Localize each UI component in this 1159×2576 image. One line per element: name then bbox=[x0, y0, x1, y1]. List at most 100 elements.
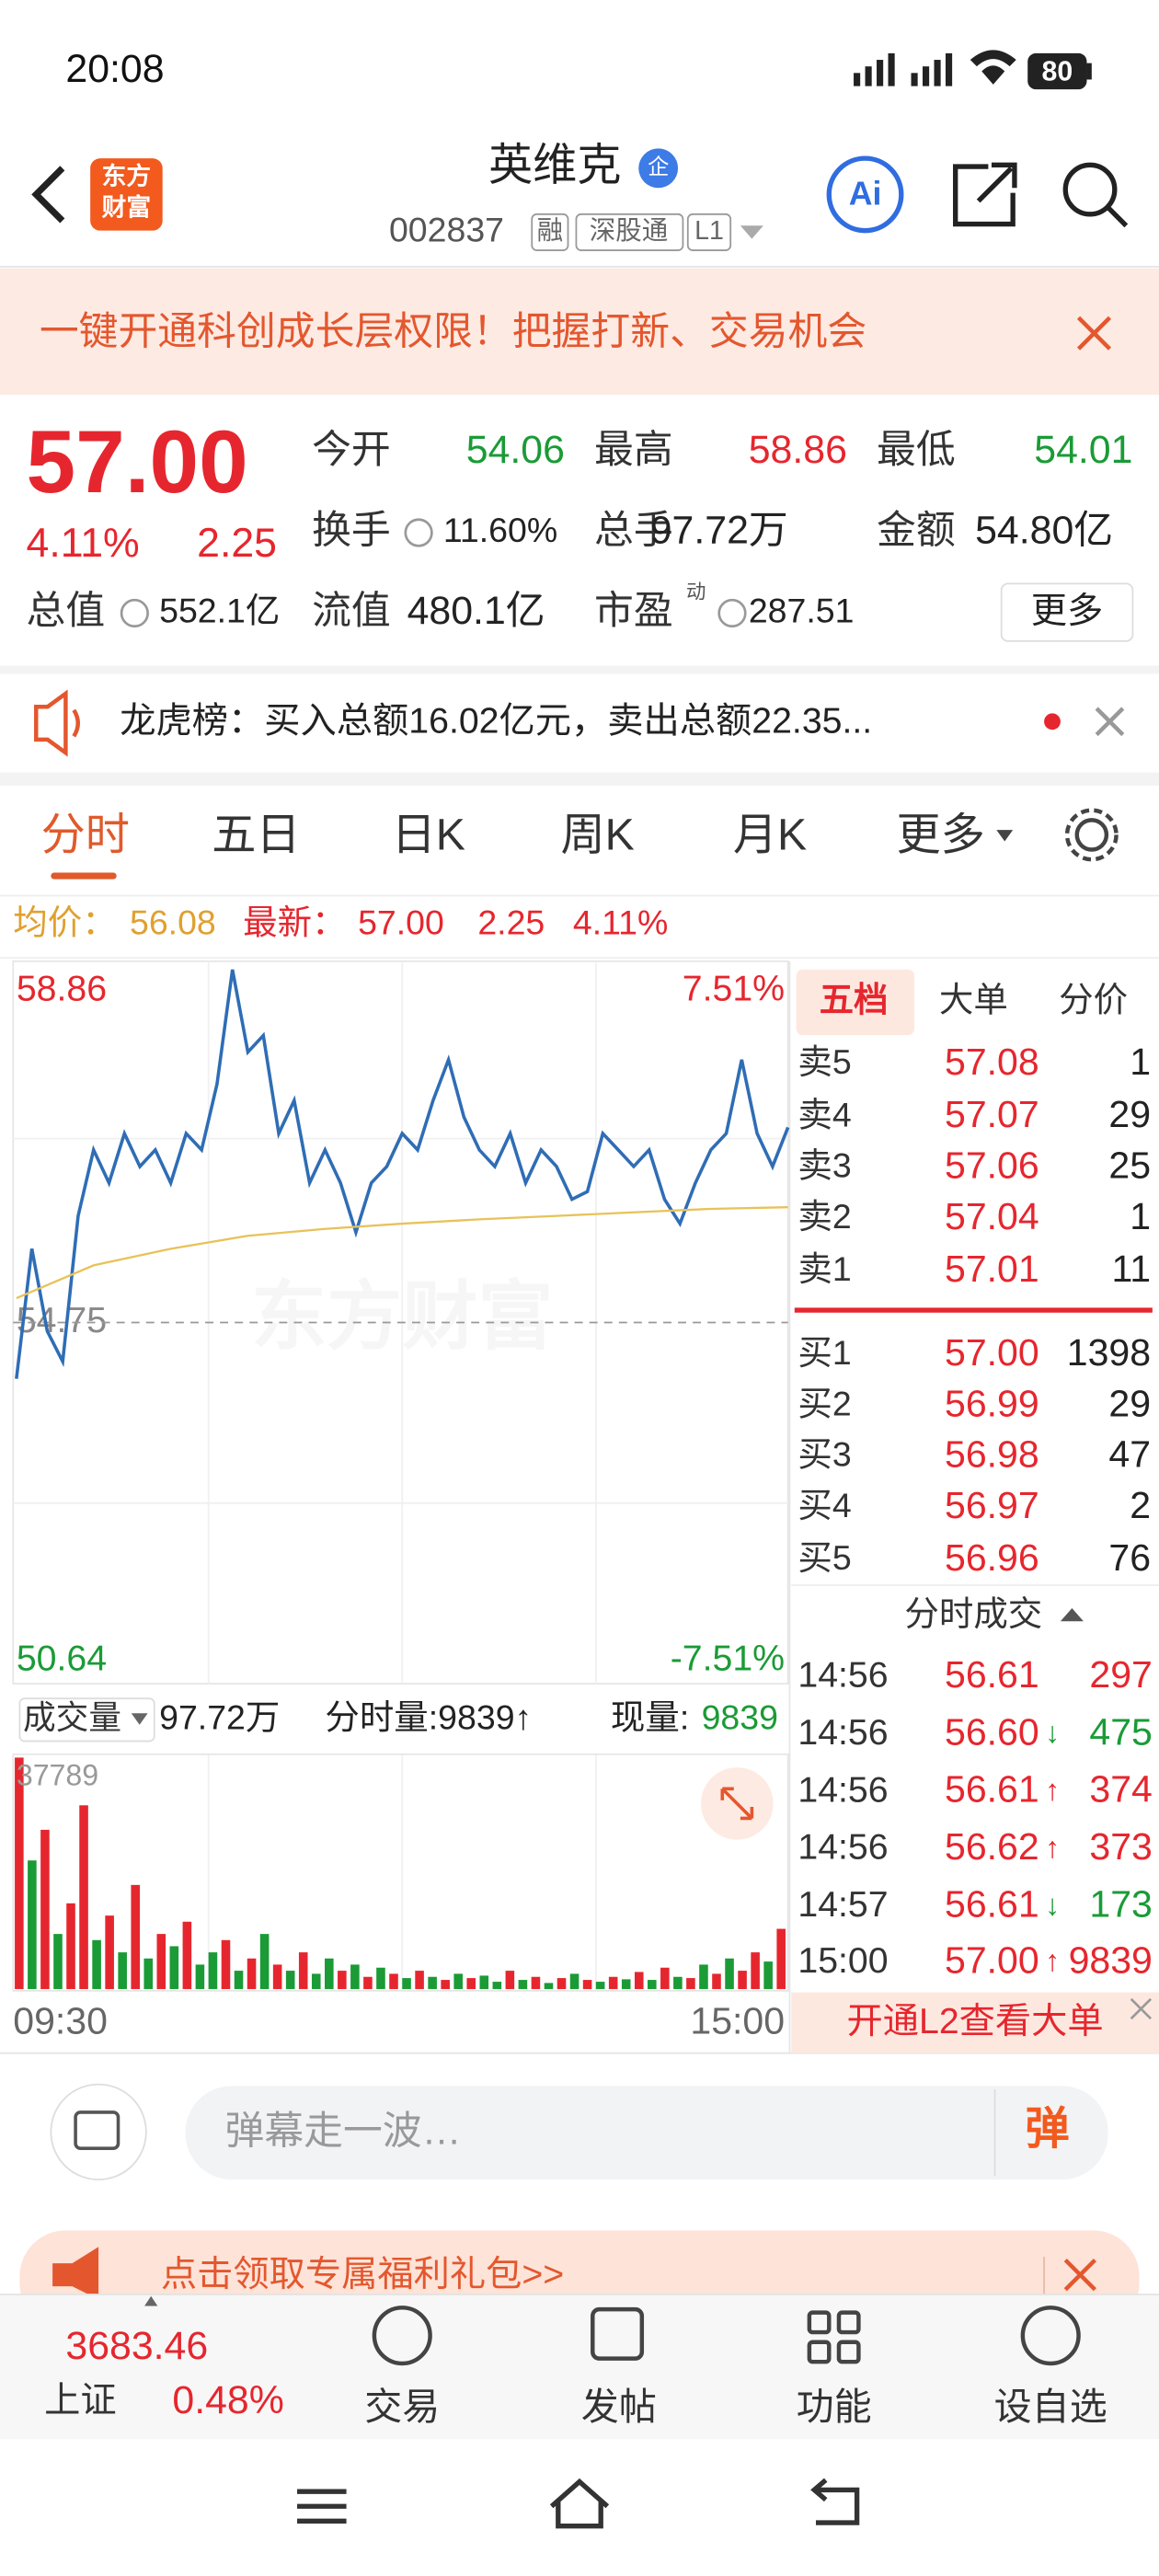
tab[interactable]: 五日 bbox=[212, 811, 300, 860]
stock-name: 英维克 bbox=[488, 141, 622, 190]
dropdown-arrow bbox=[131, 1713, 148, 1725]
book-price: 56.99 bbox=[945, 1382, 1039, 1424]
volume-bar bbox=[569, 1973, 580, 1990]
nav-label[interactable]: 功能 bbox=[797, 2386, 872, 2428]
book-tab[interactable]: 五档 bbox=[820, 980, 889, 1018]
index-pct: 0.48% bbox=[172, 2378, 283, 2422]
trade-volume: 374 bbox=[1089, 1768, 1152, 1811]
close-l2[interactable] bbox=[1130, 1997, 1153, 2020]
tag-box bbox=[531, 213, 569, 251]
nav-label[interactable]: 发帖 bbox=[581, 2386, 657, 2428]
field-value: 58.86 bbox=[749, 428, 847, 472]
trade-volume: 9839 bbox=[1069, 1938, 1153, 1981]
book-volume: 29 bbox=[1108, 1382, 1151, 1424]
nav-label[interactable]: 设自选 bbox=[994, 2386, 1107, 2428]
y-tick-label: 37789 bbox=[17, 1758, 98, 1791]
book-volume: 2 bbox=[1130, 1484, 1151, 1526]
nav-icon bbox=[591, 2306, 645, 2361]
field-value: 552.1亿 bbox=[159, 591, 280, 629]
y-tick-label: 54.75 bbox=[17, 1300, 107, 1340]
watermark: 东方财富 bbox=[251, 1275, 553, 1359]
danmu-settings[interactable] bbox=[50, 2083, 147, 2180]
divider bbox=[0, 665, 1159, 674]
input-placeholder: 弹幕走一波… bbox=[225, 2109, 462, 2153]
danmu-button[interactable]: 弹 bbox=[1026, 2104, 1070, 2154]
index-value[interactable]: 3683.46 bbox=[65, 2324, 208, 2368]
close-notice[interactable] bbox=[1095, 707, 1125, 737]
promo-banner[interactable] bbox=[0, 268, 1159, 396]
volume-bar bbox=[28, 1860, 37, 1990]
volume-bar bbox=[298, 1952, 308, 1990]
l2-banner[interactable] bbox=[791, 1992, 1159, 2053]
tab[interactable]: 月K bbox=[733, 811, 807, 860]
book-tab[interactable]: 分价 bbox=[1059, 980, 1128, 1018]
trade-price: 56.61 bbox=[945, 1653, 1039, 1696]
volume-bar bbox=[531, 1976, 541, 1990]
volume-bar bbox=[350, 1964, 360, 1990]
nav-label[interactable]: 交易 bbox=[364, 2386, 440, 2428]
ai-button[interactable] bbox=[826, 155, 904, 234]
search-button[interactable] bbox=[1062, 162, 1118, 217]
trade-price: 57.00 bbox=[945, 1938, 1039, 1981]
trade-arrow: ↑ bbox=[1045, 1944, 1060, 1977]
price-line bbox=[15, 969, 790, 1379]
chart-info: 最新： bbox=[243, 903, 346, 941]
volume-bar bbox=[15, 1757, 24, 1990]
back-key[interactable] bbox=[810, 2478, 860, 2525]
signal-icons bbox=[854, 50, 1016, 86]
tab[interactable]: 周K bbox=[560, 811, 634, 860]
home-key[interactable] bbox=[549, 2478, 610, 2529]
close-banner[interactable] bbox=[1076, 316, 1112, 351]
back-button[interactable] bbox=[31, 166, 65, 224]
bottom-bar bbox=[0, 2294, 1159, 2440]
more-label[interactable]: 更多 bbox=[1031, 591, 1104, 631]
tag-box bbox=[575, 213, 684, 251]
volume-bar bbox=[428, 1976, 437, 1990]
volume-bar bbox=[156, 1934, 166, 1990]
info-icon bbox=[717, 598, 747, 628]
field-label: 最高 bbox=[594, 428, 673, 472]
current-volume-label: 现量: bbox=[611, 1697, 689, 1736]
volume-selector[interactable] bbox=[18, 1697, 155, 1742]
l2-text[interactable]: 开通L2查看大单 bbox=[847, 2001, 1104, 2041]
volume-bar bbox=[169, 1946, 179, 1990]
menu-key[interactable] bbox=[297, 2489, 347, 2524]
volume-bar bbox=[725, 1958, 734, 1990]
nav-icon bbox=[807, 2310, 861, 2364]
tab[interactable]: 分时 bbox=[41, 811, 130, 860]
book-price: 57.04 bbox=[945, 1195, 1039, 1237]
tab-underline bbox=[51, 872, 117, 880]
share-button[interactable] bbox=[953, 162, 1017, 227]
volume-bar bbox=[234, 1971, 244, 1990]
settings-button[interactable] bbox=[1074, 818, 1109, 852]
trades-title[interactable]: 分时成交 bbox=[904, 1594, 1042, 1633]
dropdown-arrow[interactable] bbox=[740, 225, 763, 239]
volume-bar bbox=[634, 1972, 644, 1990]
promo-text[interactable]: 点击领取专属福利礼包>> bbox=[161, 2254, 564, 2294]
book-price: 57.00 bbox=[945, 1331, 1039, 1374]
logo-line: 财富 bbox=[102, 193, 152, 222]
field-label: 换手 bbox=[312, 508, 391, 552]
divider bbox=[0, 772, 1159, 786]
average-line bbox=[16, 1206, 788, 1300]
volume-bar bbox=[751, 1952, 760, 1990]
book-level: 买2 bbox=[798, 1384, 851, 1422]
book-volume: 1398 bbox=[1067, 1331, 1151, 1374]
more-button[interactable] bbox=[1000, 582, 1134, 642]
current-volume: 9839 bbox=[702, 1697, 778, 1736]
volume-bar bbox=[376, 1967, 385, 1990]
book-price: 56.98 bbox=[945, 1433, 1039, 1476]
volume-bar bbox=[763, 1961, 773, 1990]
tag: L1 bbox=[694, 216, 724, 246]
tag: 融 bbox=[537, 216, 564, 246]
tab[interactable]: 日K bbox=[392, 811, 465, 860]
volume-bar bbox=[53, 1934, 63, 1990]
field-value: 54.80亿 bbox=[975, 508, 1113, 552]
tab[interactable]: 更多 bbox=[896, 811, 984, 860]
book-tab[interactable]: 大单 bbox=[939, 980, 1008, 1018]
trade-volume: 297 bbox=[1089, 1653, 1152, 1696]
close-promo[interactable] bbox=[1063, 2258, 1096, 2292]
danmu-input[interactable] bbox=[185, 2086, 1108, 2180]
notice-text[interactable]: 龙虎榜：买入总额16.02亿元，卖出总额22.35... bbox=[120, 700, 872, 741]
volume-label[interactable]: 成交量 bbox=[23, 1699, 121, 1736]
